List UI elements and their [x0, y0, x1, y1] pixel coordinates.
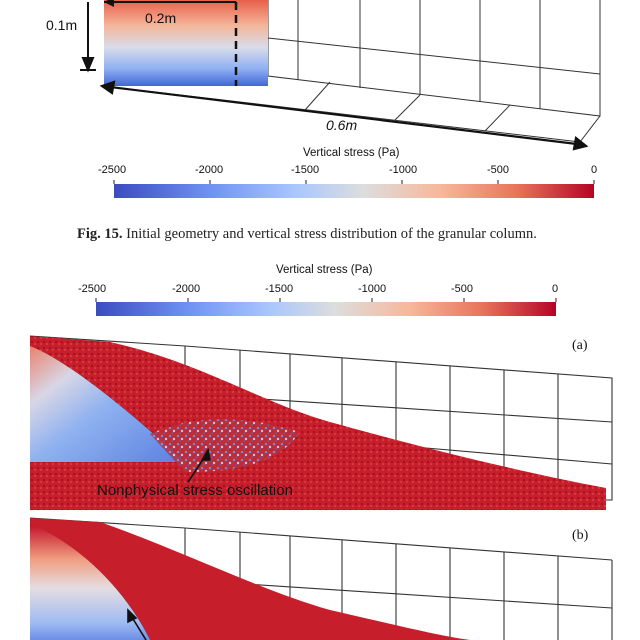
tick-label: -2500	[98, 164, 127, 176]
length-dimension-arrow	[99, 80, 589, 151]
annotation-arrow	[127, 608, 147, 640]
colorbar-ticks: -2500 -2000 -1500 -1000 -500 0	[0, 283, 640, 299]
figure-caption: Fig. 15. Initial geometry and vertical s…	[77, 226, 537, 243]
oscillation-annotation: Nonphysical stress oscillation	[97, 482, 293, 499]
flow-surface	[30, 518, 470, 640]
panel-b-letter: (b)	[572, 528, 589, 543]
tick-label: -2000	[195, 164, 224, 176]
width-arrow-head	[104, 0, 114, 7]
colorbar-gradient	[114, 184, 594, 198]
colorbar-tick-marks	[113, 180, 595, 184]
flow-surface	[30, 336, 606, 510]
panel-a-letter: (a)	[572, 338, 588, 353]
flow-core	[30, 524, 150, 640]
colorbar-ticks: -2500 -2000 -1500 -1000 -500 0	[0, 164, 640, 180]
tick-label: -1000	[358, 283, 387, 295]
colorbar-title: Vertical stress (Pa)	[276, 264, 373, 276]
colorbar-gradient	[96, 302, 556, 316]
fig15-colorbar: Vertical stress (Pa) -2500 -2000 -1500 -…	[0, 144, 640, 204]
fig15-geometry-svg	[80, 0, 601, 151]
tick-label: -1500	[291, 164, 320, 176]
panel-a-svg	[29, 335, 613, 510]
tick-label: -2000	[172, 283, 201, 295]
tick-label: 0	[591, 164, 598, 176]
colorbar-tick-marks	[95, 298, 557, 302]
annotation-arrow	[187, 447, 211, 483]
width-label: 0.2m	[145, 10, 177, 26]
height-label: 0.1m	[46, 17, 78, 33]
caption-number: Fig. 15.	[77, 226, 123, 242]
caption-text: Initial geometry and vertical stress dis…	[126, 226, 537, 242]
granular-column	[104, 0, 268, 86]
tick-label: -1500	[265, 283, 294, 295]
tick-label: -500	[487, 164, 510, 176]
tick-label: -500	[451, 283, 474, 295]
tick-label: -1000	[389, 164, 418, 176]
oscillation-zone	[150, 419, 300, 472]
height-dimension-arrow	[80, 2, 96, 73]
colorbar-title: Vertical stress (Pa)	[303, 147, 400, 159]
length-label: 0.6m	[326, 117, 358, 133]
tick-label: -2500	[78, 283, 107, 295]
panel-b-svg	[29, 517, 613, 640]
fig15-geometry: 0.1m 0.2m 0.6m	[0, 0, 640, 160]
flow-core	[30, 346, 185, 462]
tick-label: 0	[552, 283, 559, 295]
panel-a: (a) Nonphysical stress oscillation	[0, 322, 640, 512]
panel-b: (b)	[0, 510, 640, 640]
fig16-colorbar: Vertical stress (Pa) -2500 -2000 -1500 -…	[0, 262, 640, 322]
